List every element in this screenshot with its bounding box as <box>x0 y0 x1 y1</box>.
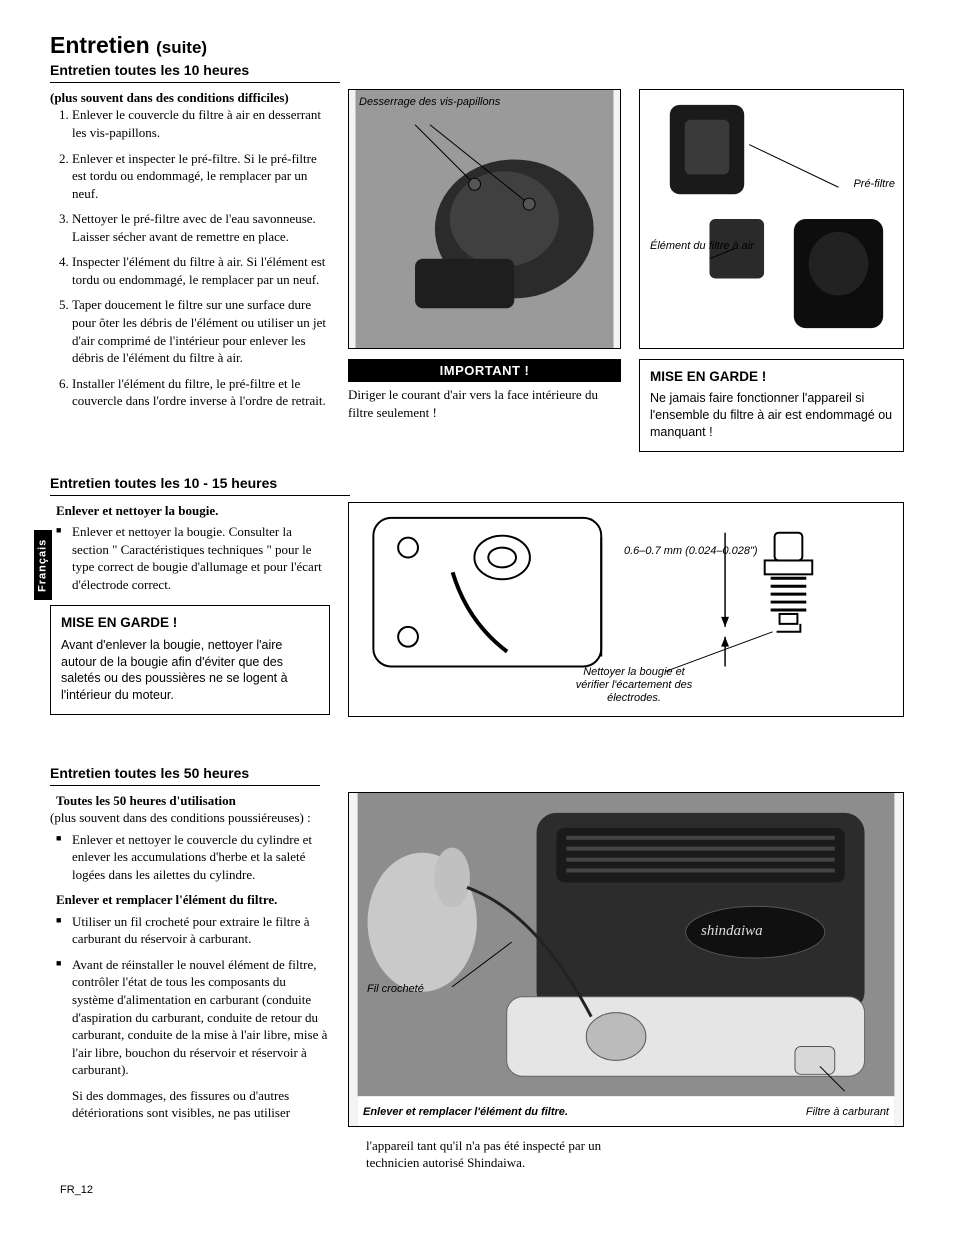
section2-list: Enlever et nettoyer la bougie. Consulter… <box>50 523 330 593</box>
brand-label: shindaiwa <box>701 921 763 941</box>
fuel-filter-photo-icon <box>349 793 903 1126</box>
section2-heading: Entretien toutes les 10 - 15 heures <box>50 474 350 496</box>
list-item: Utiliser un fil crocheté pour extraire l… <box>50 913 330 948</box>
section3-subhead1-note: (plus souvent dans des conditions poussi… <box>50 809 330 827</box>
list-item: Enlever et inspecter le pré-filtre. Si l… <box>72 150 330 203</box>
list-item: Nettoyer le pré-filtre avec de l'eau sav… <box>72 210 330 245</box>
list-item: Taper doucement le filtre sur une surfac… <box>72 296 330 366</box>
fig2-caption1: Pré-filtre <box>853 178 895 191</box>
fig-note: Nettoyer la bougie et vérifier l'écartem… <box>574 666 694 706</box>
fig-gap-label: 0.6–0.7 mm (0.024–0.028") <box>624 545 758 558</box>
fig3-bottom: Enlever et remplacer l'élément du filtre… <box>363 1105 568 1120</box>
warning-box-2: MISE EN GARDE ! Avant d'enlever la bougi… <box>50 605 330 715</box>
section3-subhead2: Enlever et remplacer l'élément du filtre… <box>50 891 330 909</box>
section3-list1: Enlever et nettoyer le couvercle du cyli… <box>50 831 330 884</box>
figure-air-filter-loosen: Desserrage des vis-papillons <box>348 89 621 349</box>
engine-illustration-icon <box>349 90 620 348</box>
figure-spark-plug: 0.6–0.7 mm (0.024–0.028") Nettoyer la bo… <box>348 502 904 717</box>
section3-subhead1-wrap: Toutes les 50 heures d'utilisation <box>50 792 330 810</box>
list-item: Enlever et nettoyer le couvercle du cyli… <box>50 831 330 884</box>
section3-heading: Entretien toutes les 50 heures <box>50 764 320 786</box>
warning1-body: Ne jamais faire fonctionner l'appareil s… <box>650 390 893 441</box>
title-main: Entretien <box>50 32 150 58</box>
page-title: Entretien (suite) <box>50 30 904 61</box>
list-item: Enlever et nettoyer la bougie. Consulter… <box>50 523 330 593</box>
warning-box-1: MISE EN GARDE ! Ne jamais faire fonction… <box>639 359 904 452</box>
title-suffix: (suite) <box>156 38 207 57</box>
fig3-label2: Filtre à carburant <box>806 1105 889 1120</box>
section3-list2: Utiliser un fil crocheté pour extraire l… <box>50 913 330 1079</box>
list-item: Avant de réinstaller le nouvel élément d… <box>50 956 330 1079</box>
filter-parts-icon <box>640 90 903 348</box>
fig1-caption: Desserrage des vis-papillons <box>359 96 500 109</box>
section3-subhead1: Toutes les 50 heures d'utilisation <box>56 793 236 808</box>
section1-list: Enlever le couvercle du filtre à air en … <box>50 106 330 409</box>
figure-fuel-filter: shindaiwa Fil crocheté Enlever et rempla… <box>348 792 904 1127</box>
fig3-label1: Fil crocheté <box>367 983 424 996</box>
section1-heading: Entretien toutes les 10 heures <box>50 61 340 83</box>
section1-intro: (plus souvent dans des conditions diffic… <box>50 89 330 107</box>
warning2-body: Avant d'enlever la bougie, nettoyer l'ai… <box>61 637 319 705</box>
warning1-title: MISE EN GARDE ! <box>650 368 893 386</box>
list-item: Installer l'élément du filtre, le pré-fi… <box>72 375 330 410</box>
list-item: Enlever le couvercle du filtre à air en … <box>72 106 330 141</box>
fig2-caption2: Élément du filtre à air <box>650 240 754 253</box>
important-label: IMPORTANT ! <box>348 359 621 383</box>
section2-subhead: Enlever et nettoyer la bougie. <box>50 502 330 520</box>
section3-continuation: l'appareil tant qu'il n'a pas été inspec… <box>348 1137 648 1172</box>
warning2-title: MISE EN GARDE ! <box>61 614 319 632</box>
important-body: Diriger le courant d'air vers la face in… <box>348 386 621 421</box>
list-item: Inspecter l'élément du filtre à air. Si … <box>72 253 330 288</box>
figure-filter-parts: Pré-filtre Élément du filtre à air <box>639 89 904 349</box>
page-footer: FR_12 <box>60 1183 93 1198</box>
section3-tail: Si des dommages, des fissures ou d'autre… <box>50 1087 330 1122</box>
